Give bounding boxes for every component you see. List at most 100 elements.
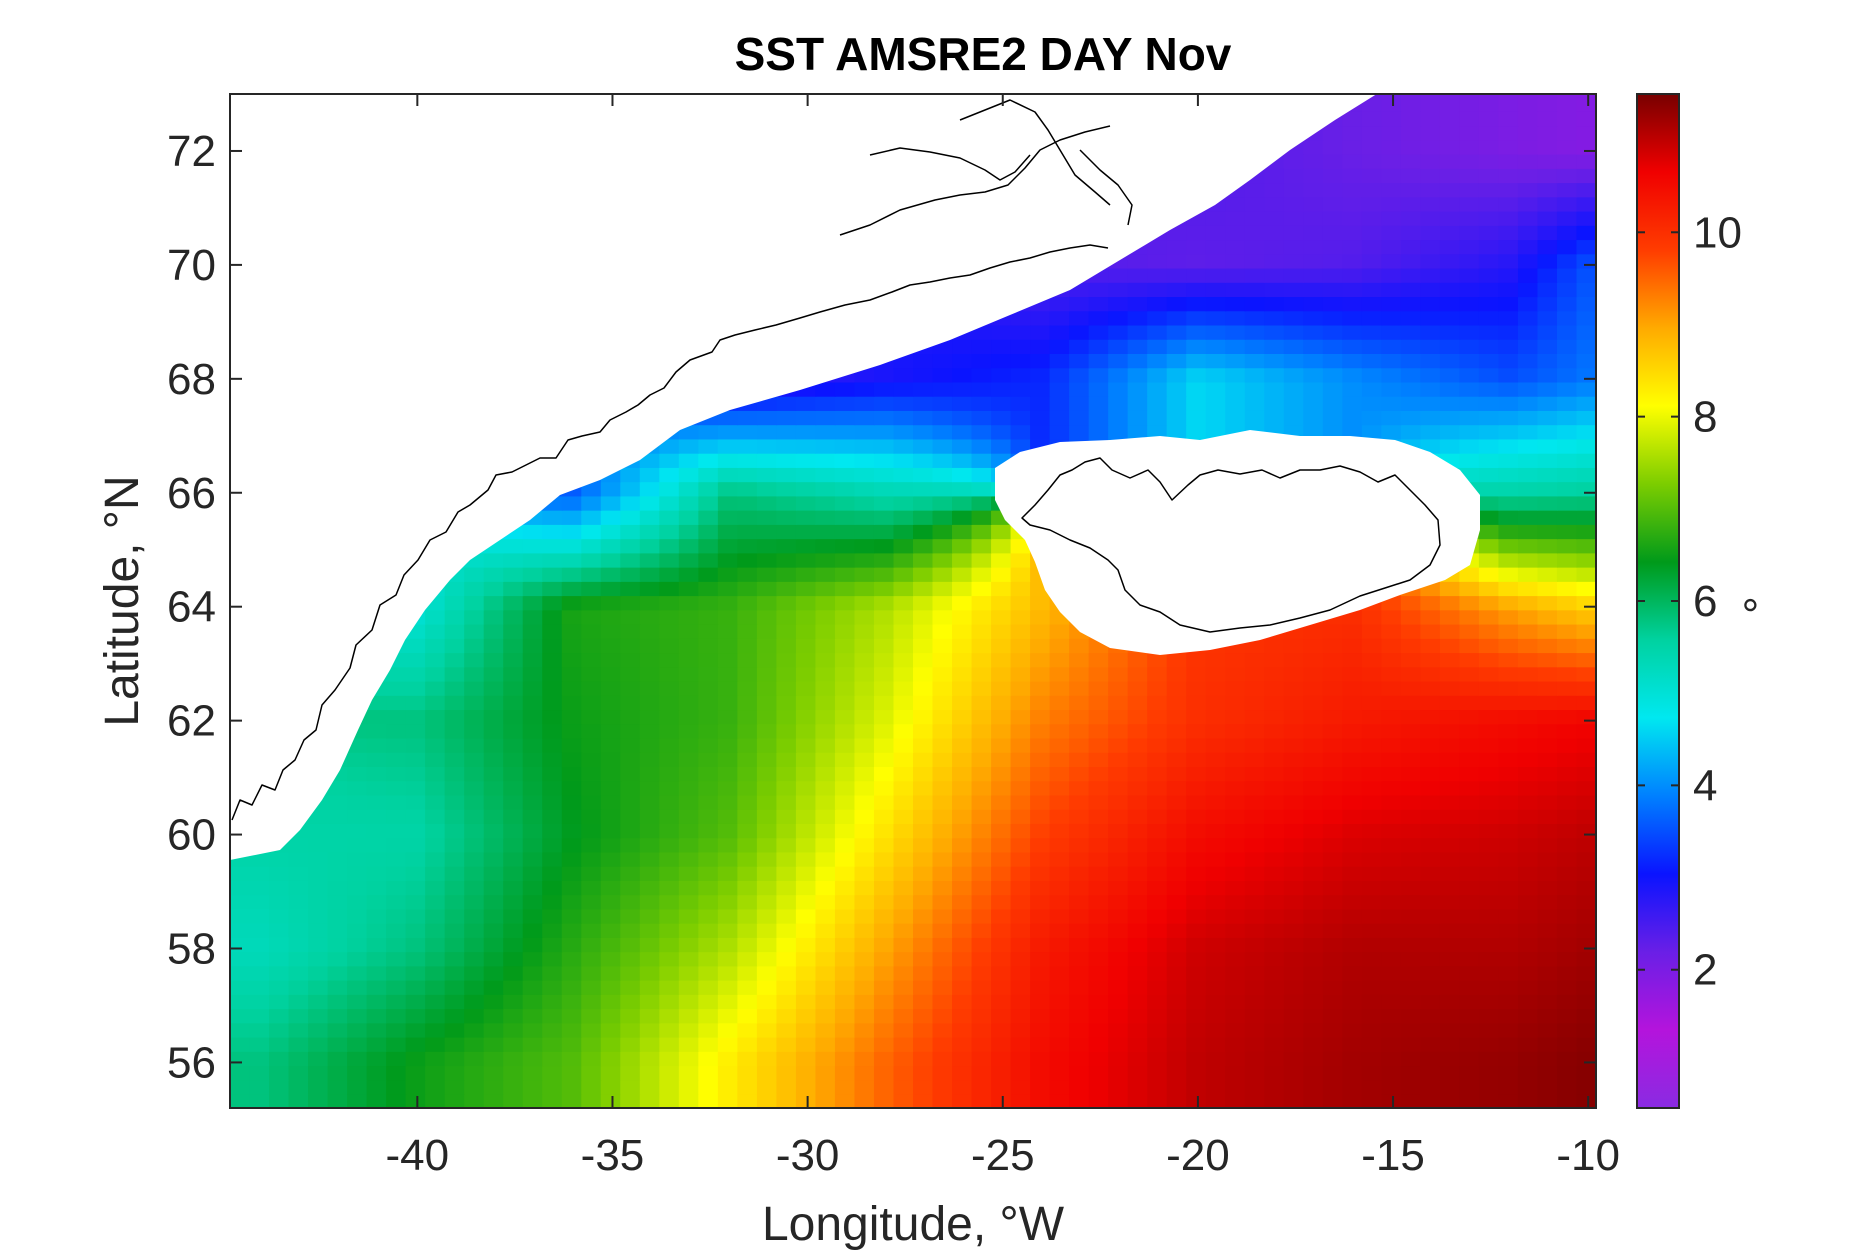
heatmap-cell [639,652,661,668]
heatmap-cell [1576,538,1597,554]
heatmap-cell [971,438,992,454]
heatmap-cell [425,951,446,967]
heatmap-cell [737,1051,758,1067]
heatmap-cell [893,652,914,668]
heatmap-cell [1010,338,1031,354]
heatmap-cell [1303,680,1324,696]
heatmap-cell [678,780,700,796]
heatmap-cell [1478,851,1500,867]
heatmap-cell [1537,1079,1558,1095]
heatmap-cell [1576,581,1597,597]
heatmap-cell [1439,1022,1461,1038]
heatmap-cell [1478,381,1500,397]
heatmap-cell [1244,865,1266,881]
heatmap-cell [1478,951,1500,967]
heatmap-cell [464,951,485,967]
heatmap-cell [444,623,465,639]
heatmap-cell [698,694,719,711]
heatmap-cell [639,751,661,767]
heatmap-cell [1537,951,1558,967]
heatmap-cell [464,638,485,654]
heatmap-cell [1576,381,1597,397]
heatmap-cell [405,709,426,725]
heatmap-cell [1576,979,1597,995]
heatmap-cell [854,851,875,867]
heatmap-cell [542,851,563,867]
heatmap-cell [971,424,992,440]
heatmap-cell [952,609,973,625]
heatmap-cell [756,424,778,440]
heatmap-cell [1400,880,1422,896]
heatmap-cell [1556,182,1578,198]
x-tick-label: -35 [581,1131,645,1180]
heatmap-cell [1322,709,1344,725]
heatmap-cell [971,837,992,853]
heatmap-cell [1244,937,1266,953]
heatmap-cell [756,1022,778,1038]
heatmap-cell [1049,794,1070,810]
heatmap-cell [1049,410,1070,426]
heatmap-cell [776,623,797,639]
heatmap-cell [991,808,1012,824]
heatmap-cell [932,367,953,383]
heatmap-cell [952,381,973,397]
heatmap-cell [913,1051,934,1067]
heatmap-cell [1498,766,1519,782]
heatmap-cell [1478,410,1500,426]
heatmap-cell [932,1093,953,1109]
heatmap-cell [971,808,992,824]
heatmap-cell [1108,965,1129,981]
heatmap-cell [1322,267,1344,283]
heatmap-cell [366,780,387,796]
heatmap-cell [678,965,700,981]
heatmap-cell [1010,894,1031,910]
heatmap-cell [1186,808,1207,824]
heatmap-cell [1576,509,1597,525]
heatmap-cell [991,1065,1012,1081]
heatmap-cell [913,880,934,896]
heatmap-cell [386,837,407,853]
heatmap-cell [1537,125,1558,141]
heatmap-cell [854,1065,875,1081]
heatmap-cell [834,609,856,625]
heatmap-cell [1537,922,1558,938]
heatmap-cell [230,865,251,881]
heatmap-cell [600,495,622,511]
heatmap-cell [873,524,895,540]
heatmap-cell [1166,823,1187,839]
heatmap-cell [1049,666,1070,682]
heatmap-cell [405,880,426,896]
heatmap-cell [834,908,856,924]
heatmap-cell [659,481,680,497]
heatmap-cell [756,1036,778,1052]
heatmap-cell [1381,766,1402,782]
heatmap-cell [522,1079,544,1095]
heatmap-cell [1303,808,1324,824]
heatmap-cell [659,1065,680,1081]
heatmap-cell [522,880,544,896]
heatmap-cell [288,951,309,967]
heatmap-cell [815,751,836,767]
heatmap-cell [1381,139,1402,155]
heatmap-cell [1556,880,1578,896]
heatmap-cell [503,1093,524,1109]
heatmap-cell [893,894,914,910]
heatmap-cell [1088,794,1109,810]
heatmap-cell [1361,880,1383,896]
heatmap-cell [542,1079,563,1095]
heatmap-cell [854,823,875,839]
heatmap-cell [1517,1065,1539,1081]
heatmap-cell [1537,524,1558,540]
heatmap-cell [1459,780,1480,796]
heatmap-cell [1576,766,1597,782]
heatmap-cell [1283,367,1305,383]
heatmap-cell [1342,723,1363,739]
heatmap-cell [952,538,973,554]
heatmap-cell [1205,310,1227,326]
heatmap-cell [1108,1008,1129,1024]
heatmap-cell [737,481,758,497]
heatmap-cell [698,1065,719,1081]
heatmap-cell [873,1008,895,1024]
heatmap-cell [405,694,426,711]
